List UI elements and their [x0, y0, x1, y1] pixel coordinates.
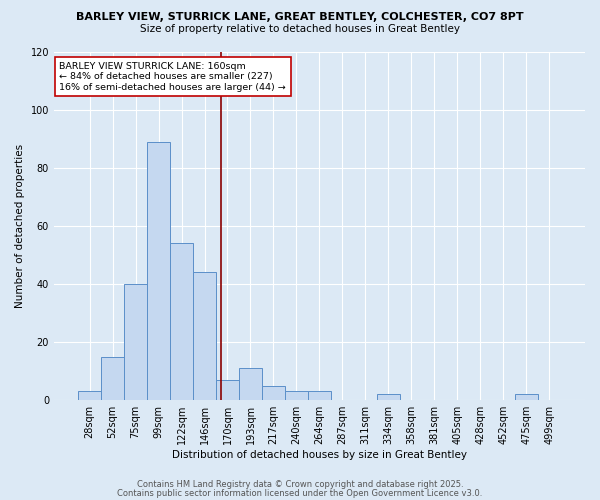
Bar: [147, 142, 170, 400]
Y-axis label: Number of detached properties: Number of detached properties: [15, 144, 25, 308]
Bar: [515, 394, 538, 400]
Text: BARLEY VIEW, STURRICK LANE, GREAT BENTLEY, COLCHESTER, CO7 8PT: BARLEY VIEW, STURRICK LANE, GREAT BENTLE…: [76, 12, 524, 22]
Bar: [124, 284, 147, 400]
Text: Contains public sector information licensed under the Open Government Licence v3: Contains public sector information licen…: [118, 488, 482, 498]
X-axis label: Distribution of detached houses by size in Great Bentley: Distribution of detached houses by size …: [172, 450, 467, 460]
Text: BARLEY VIEW STURRICK LANE: 160sqm
← 84% of detached houses are smaller (227)
16%: BARLEY VIEW STURRICK LANE: 160sqm ← 84% …: [59, 62, 286, 92]
Bar: [239, 368, 262, 400]
Bar: [193, 272, 216, 400]
Bar: [78, 392, 101, 400]
Bar: [285, 392, 308, 400]
Bar: [216, 380, 239, 400]
Bar: [170, 244, 193, 400]
Bar: [101, 356, 124, 400]
Bar: [308, 392, 331, 400]
Text: Size of property relative to detached houses in Great Bentley: Size of property relative to detached ho…: [140, 24, 460, 34]
Bar: [377, 394, 400, 400]
Bar: [262, 386, 285, 400]
Text: Contains HM Land Registry data © Crown copyright and database right 2025.: Contains HM Land Registry data © Crown c…: [137, 480, 463, 489]
